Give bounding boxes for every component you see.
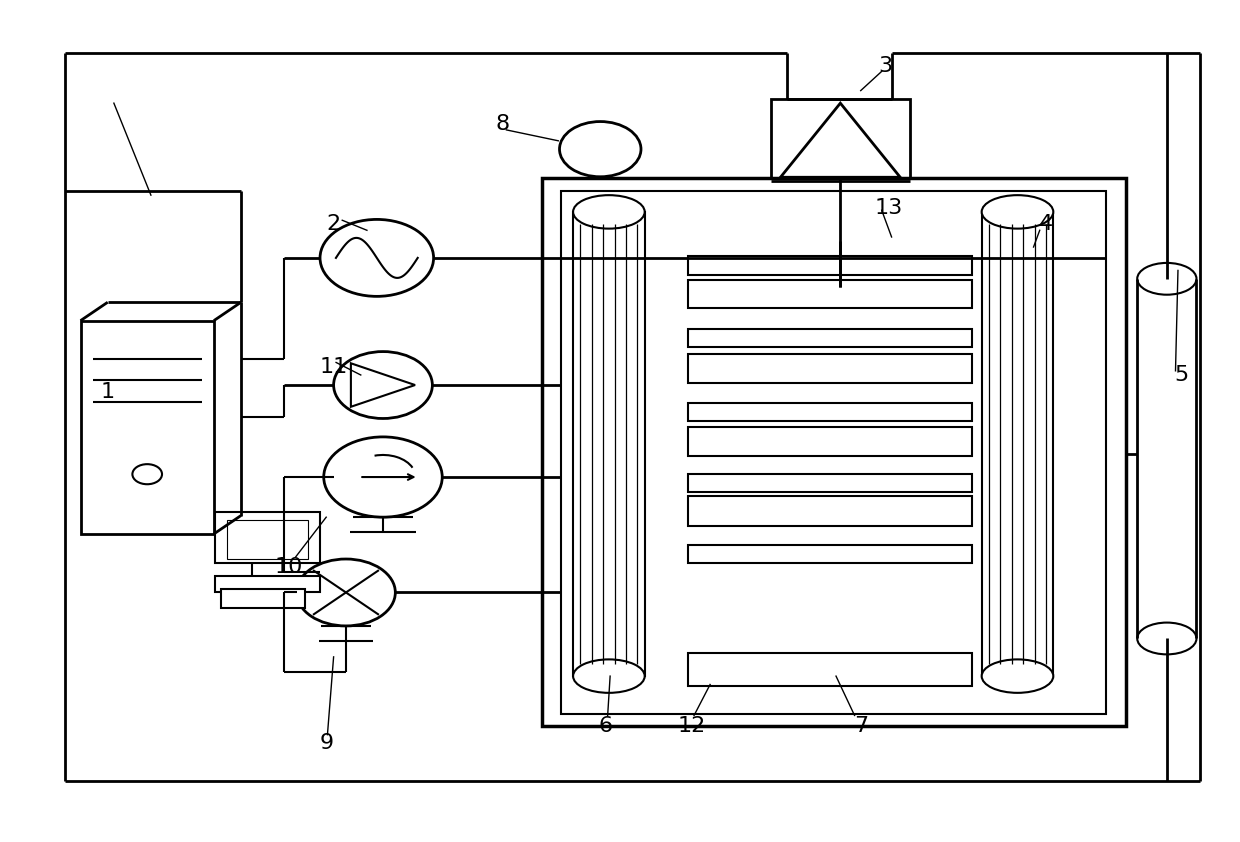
Ellipse shape bbox=[982, 195, 1053, 229]
Bar bbox=[542, 179, 1126, 727]
Bar bbox=[770, 99, 910, 241]
Ellipse shape bbox=[1137, 263, 1197, 295]
Ellipse shape bbox=[573, 659, 645, 693]
Bar bbox=[221, 589, 305, 608]
Circle shape bbox=[559, 121, 641, 177]
Ellipse shape bbox=[1137, 622, 1197, 654]
Bar bbox=[215, 576, 320, 593]
Text: 5: 5 bbox=[1174, 365, 1189, 385]
Text: 11: 11 bbox=[320, 357, 347, 376]
Bar bbox=[688, 653, 972, 686]
Ellipse shape bbox=[982, 659, 1053, 693]
Bar bbox=[215, 512, 320, 563]
Bar bbox=[688, 329, 972, 348]
Text: 1: 1 bbox=[100, 381, 115, 402]
Bar bbox=[688, 496, 972, 525]
Text: 8: 8 bbox=[496, 114, 510, 134]
Circle shape bbox=[296, 559, 396, 626]
Circle shape bbox=[324, 437, 443, 517]
Polygon shape bbox=[351, 363, 415, 407]
Circle shape bbox=[133, 464, 162, 484]
Bar bbox=[688, 402, 972, 421]
Text: 4: 4 bbox=[1039, 215, 1053, 234]
Bar bbox=[227, 520, 308, 559]
Text: 13: 13 bbox=[875, 198, 903, 218]
Bar bbox=[573, 212, 645, 676]
Text: 10: 10 bbox=[275, 557, 304, 578]
Bar bbox=[560, 191, 1106, 714]
Bar bbox=[688, 354, 972, 383]
Text: 6: 6 bbox=[598, 717, 613, 736]
Circle shape bbox=[320, 220, 434, 296]
Bar bbox=[688, 256, 972, 274]
Bar bbox=[688, 474, 972, 492]
Text: 7: 7 bbox=[853, 717, 868, 736]
Bar bbox=[81, 321, 213, 534]
Bar bbox=[688, 545, 972, 563]
Bar bbox=[688, 427, 972, 456]
Text: 3: 3 bbox=[878, 56, 893, 76]
Text: 2: 2 bbox=[326, 215, 341, 234]
Polygon shape bbox=[780, 104, 900, 178]
Bar bbox=[688, 280, 972, 308]
Circle shape bbox=[334, 352, 433, 418]
Bar bbox=[982, 212, 1053, 676]
Text: 12: 12 bbox=[677, 717, 706, 736]
Ellipse shape bbox=[573, 195, 645, 229]
Text: 9: 9 bbox=[319, 733, 334, 753]
